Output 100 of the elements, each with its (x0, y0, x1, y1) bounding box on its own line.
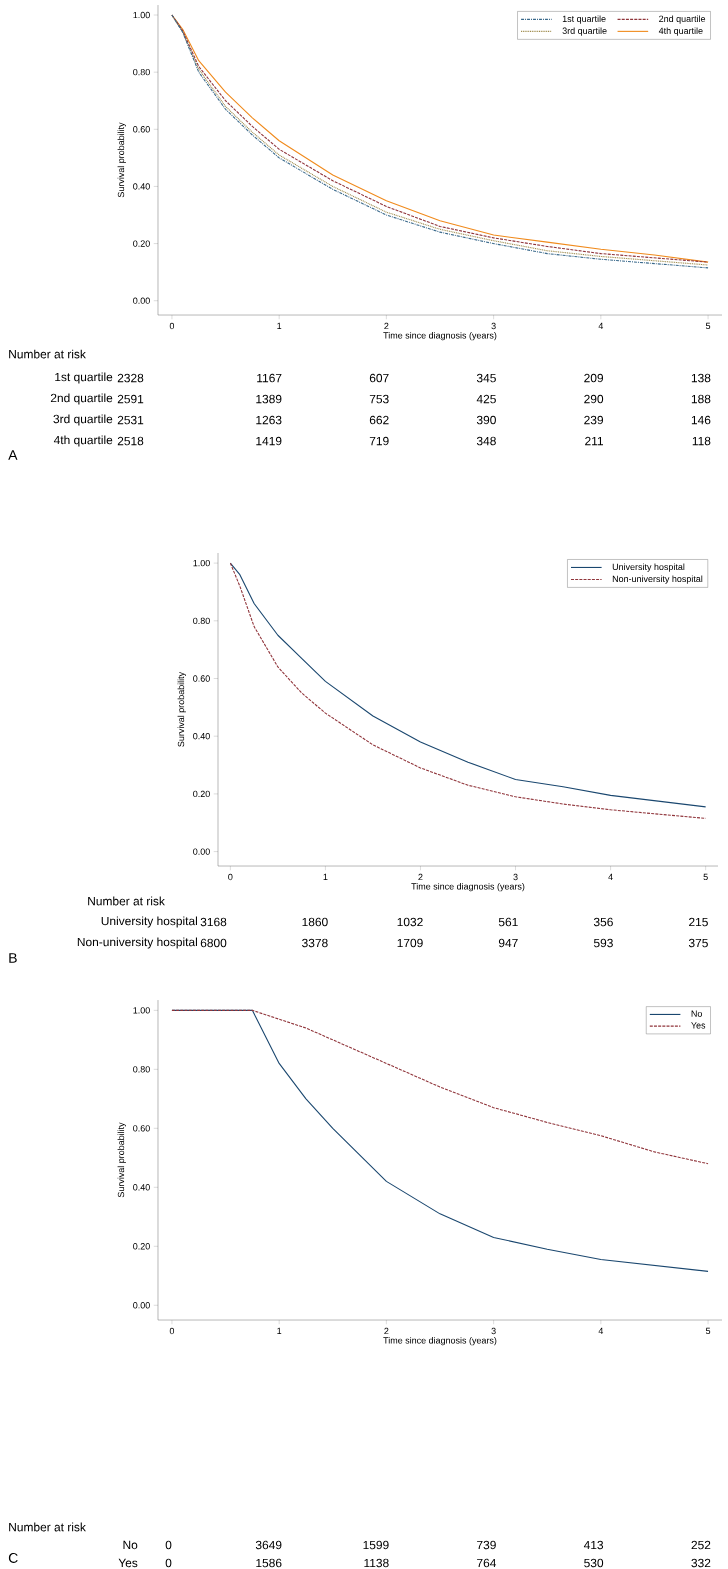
text: 3649 (255, 1540, 282, 1550)
text: No (123, 1540, 138, 1550)
x-axis-title: Time since diagnosis (years) (383, 331, 497, 341)
text: 1599 (363, 1540, 389, 1550)
text: 356 (593, 917, 613, 927)
text: 739 (477, 1540, 496, 1550)
x-tick-label: 2 (418, 873, 423, 881)
text: 4th quartile (53, 435, 113, 447)
y-tick-label: 0.40 (133, 183, 150, 190)
x-tick-label: 4 (598, 1327, 604, 1334)
text: Yes (118, 1558, 138, 1568)
legend-label: University hospital (612, 563, 685, 572)
y-tick-label: 0.40 (133, 1184, 150, 1191)
text: 375 (688, 938, 708, 948)
y-tick-label: 0.00 (193, 848, 210, 855)
text: 593 (593, 938, 613, 948)
text: 1389 (256, 394, 282, 404)
legend-label: 1st quartile (562, 15, 606, 24)
text: 146 (691, 415, 711, 425)
text: 2518 (117, 436, 144, 446)
y-tick-label: 0.00 (133, 297, 150, 304)
x-tick-label: 1 (277, 1327, 282, 1334)
y-tick-label: 1.00 (133, 11, 150, 19)
y-tick-label: 0.20 (193, 790, 210, 798)
text: 3rd quartile (53, 414, 113, 426)
text: 209 (584, 373, 604, 383)
y-tick-label: 0.60 (193, 675, 210, 682)
x-tick-label: 4 (598, 322, 604, 329)
y-axis-title: Survival probability (117, 1122, 126, 1198)
y-tick-label: 0.00 (133, 1302, 150, 1309)
x-tick-label: 0 (169, 1327, 175, 1335)
text: 332 (691, 1558, 711, 1568)
text: 348 (476, 436, 496, 446)
text: Number at risk (9, 1522, 86, 1532)
text: 1032 (397, 917, 423, 927)
text: B (9, 953, 17, 963)
text: 425 (476, 394, 496, 404)
text: Non-university hospital (77, 937, 197, 949)
legend-label: 3rd quartile (562, 27, 607, 36)
text: 345 (476, 373, 496, 383)
text: 1709 (397, 938, 423, 948)
x-tick-label: 5 (703, 873, 708, 881)
y-axis-title: Survival probability (117, 122, 126, 198)
x-tick-label: 5 (705, 322, 711, 330)
text: University hospital (101, 916, 197, 928)
text: 1263 (256, 415, 282, 425)
text: 764 (477, 1558, 497, 1568)
text: 0 (165, 1558, 172, 1568)
text: 0 (165, 1540, 172, 1550)
y-tick-label: 0.80 (193, 617, 210, 624)
text: 390 (476, 415, 496, 425)
legend-label: No (691, 1010, 702, 1017)
text: 3378 (302, 938, 328, 948)
y-axis-title: Survival probability (177, 671, 186, 747)
text: 138 (691, 373, 711, 383)
text: 290 (584, 394, 604, 404)
y-tick-label: 0.80 (133, 68, 150, 76)
text: 607 (369, 373, 389, 383)
x-tick-label: 5 (705, 1327, 711, 1335)
legend-label: Non-university hospital (612, 575, 703, 584)
y-tick-label: 0.20 (133, 240, 150, 247)
text: 6800 (200, 938, 227, 948)
x-tick-label: 3 (491, 322, 496, 330)
y-tick-label: 0.80 (133, 1066, 150, 1073)
legend-label: 4th quartile (658, 27, 703, 36)
x-axis-title: Time since diagnosis (years) (383, 1336, 497, 1346)
text: Number at risk (9, 349, 86, 359)
text: 2328 (117, 373, 144, 383)
text: 239 (584, 415, 604, 425)
text: A (8, 450, 18, 460)
text: 1138 (364, 1558, 389, 1568)
text: 1st quartile (55, 372, 113, 384)
x-tick-label: 0 (169, 322, 175, 330)
text: 1860 (302, 917, 328, 927)
x-axis-title: Time since diagnosis (years) (411, 882, 525, 892)
text: 1167 (257, 373, 282, 383)
y-tick-label: 0.60 (133, 126, 150, 133)
text: 530 (584, 1558, 604, 1568)
text: 561 (498, 917, 518, 927)
text: 2591 (117, 394, 144, 404)
text: 2531 (117, 415, 144, 425)
line-series (171, 1009, 709, 1165)
text: 662 (369, 415, 389, 425)
text: 719 (369, 436, 389, 446)
text: 1586 (256, 1558, 282, 1568)
text: 252 (691, 1540, 711, 1550)
legend-label: Yes (691, 1022, 706, 1029)
text: C (8, 1553, 18, 1563)
text: 3168 (200, 917, 227, 927)
x-tick-label: 4 (608, 873, 613, 880)
text: 947 (498, 938, 518, 948)
x-tick-label: 1 (323, 873, 328, 880)
text: 215 (689, 917, 708, 927)
text: 211 (585, 436, 604, 446)
y-tick-label: 0.40 (193, 733, 210, 740)
y-tick-label: 1.00 (133, 1007, 150, 1014)
x-tick-label: 3 (513, 873, 518, 881)
text: 1419 (256, 436, 282, 446)
y-tick-label: 1.00 (193, 559, 210, 567)
text: 413 (583, 1540, 604, 1550)
